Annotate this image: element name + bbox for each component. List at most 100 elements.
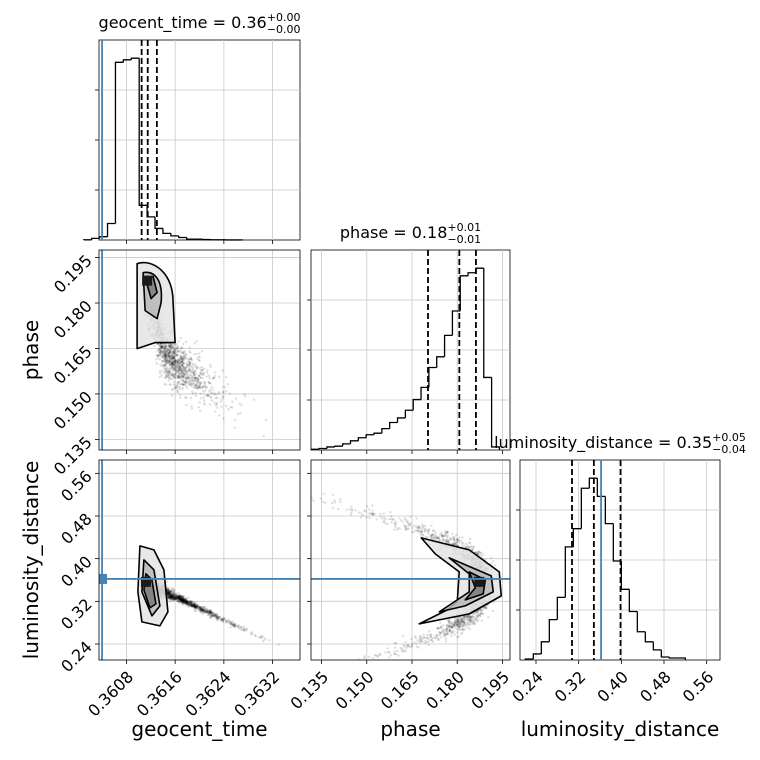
sample-point [419,529,423,533]
sample-point [166,591,170,594]
sample-point [448,537,452,540]
sample-point [165,374,169,377]
sample-point [181,376,184,380]
sample-point [432,537,436,540]
sample-point [261,635,264,638]
sample-point [167,345,171,348]
sample-point [193,379,196,382]
sample-point [194,376,197,380]
sample-point [414,529,417,532]
sample-point [173,596,177,599]
sample-point [180,598,184,601]
sample-point [169,594,172,598]
sample-point [431,533,435,536]
sample-point [225,620,229,623]
sample-point [182,600,185,603]
sample-point [449,538,453,541]
sample-point [203,608,207,611]
sample-point [169,345,172,348]
sample-point [185,340,188,344]
sample-point [191,605,194,608]
sample-point [216,615,220,619]
sample-point [156,356,160,360]
sample-point [467,614,470,617]
sample-point [158,348,161,352]
sample-point [180,376,183,379]
sample-point [188,363,191,367]
sample-point [389,510,392,514]
sample-point [182,370,185,374]
sample-point [192,353,196,356]
sample-point [171,363,174,366]
sample-point [208,376,211,380]
sample-point [186,602,190,606]
sample-point [206,609,209,612]
sample-point [375,518,378,521]
sample-point [182,599,185,602]
sample-point [476,552,479,556]
sample-point [167,595,170,599]
sample-point [163,345,166,348]
hist-bin [459,275,469,311]
sample-point [178,372,182,375]
sample-point [176,354,179,358]
sample-point [174,595,177,599]
sample-point [457,625,461,629]
sample-point [164,369,167,372]
sample-point [172,597,175,601]
sample-point [471,615,474,618]
sample-point [211,611,214,615]
sample-point [163,345,166,348]
sample-point [196,378,200,382]
sample-point [187,601,191,604]
sample-point [446,541,450,544]
sample-point [210,611,213,615]
sample-point [393,650,396,653]
sample-point [172,363,176,367]
sample-point [210,614,213,617]
sample-point [239,628,242,631]
sample-point [208,611,211,614]
sample-point [154,358,158,361]
sample-point [171,352,174,355]
sample-point [221,369,224,372]
sample-point [445,630,448,633]
sample-point [174,597,177,601]
sample-point [167,591,171,594]
sample-point [178,361,181,364]
sample-point [221,619,225,622]
sample-point [188,603,191,607]
sample-point [183,599,186,602]
sample-point [168,358,171,362]
sample-point [388,517,391,521]
sample-point [190,382,193,386]
contour-level-1 [418,537,503,625]
sample-point [221,617,224,621]
sample-point [188,602,192,605]
sample-point [171,363,175,367]
sample-point [407,645,411,648]
sample-point [170,592,173,596]
sample-point [172,592,176,596]
sample-point [167,596,170,599]
sample-point [190,381,193,384]
sample-point [170,354,174,358]
sample-point [186,601,190,604]
sample-point [371,512,375,515]
sample-point [182,598,185,602]
hist-bin [404,409,414,418]
sample-point [182,379,186,382]
sample-point [178,374,182,377]
sample-point [198,606,201,609]
sample-point [407,527,410,531]
sample-point [423,530,427,533]
sample-point [196,378,199,382]
sample-point [215,615,219,619]
sample-point [186,601,189,605]
sample-point [264,638,267,641]
sample-point [417,529,421,533]
sample-point [159,363,162,366]
sample-point [425,528,428,532]
sample-point [175,595,178,599]
sample-point [221,385,224,389]
